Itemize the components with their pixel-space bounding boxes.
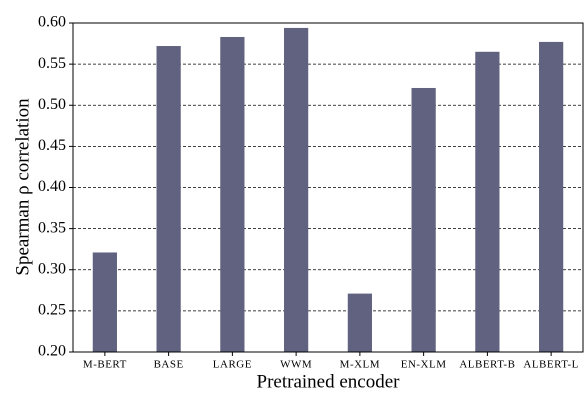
bar	[411, 87, 436, 352]
plot-frame	[72, 22, 584, 353]
y-tick-label: 0.55	[38, 55, 66, 72]
bar	[92, 252, 117, 352]
x-tick-label: M-XLM	[340, 359, 380, 371]
y-tick-label: 0.20	[38, 343, 66, 360]
x-tick-label: EN-XLM	[401, 359, 447, 371]
y-tick-label: 0.40	[38, 178, 66, 195]
x-axis-label: Pretrained encoder	[257, 371, 401, 392]
y-tick-label: 0.45	[38, 137, 66, 154]
bar	[475, 51, 500, 352]
y-axis-label: Spearman ρ correlation	[12, 98, 33, 276]
bar	[220, 36, 245, 353]
y-tick-label: 0.30	[38, 260, 66, 277]
bar	[347, 293, 372, 352]
y-tick-label: 0.35	[38, 219, 66, 236]
y-tick-label: 0.50	[38, 96, 66, 113]
bar	[156, 46, 181, 352]
bar	[539, 41, 564, 352]
bar	[284, 27, 309, 353]
x-tick-label: WWM	[280, 359, 312, 371]
y-tick-label: 0.25	[38, 302, 66, 319]
x-tick-label: M-BERT	[83, 359, 127, 371]
x-tick-label: ALBERT-B	[459, 359, 515, 371]
x-tick-label: ALBERT-L	[523, 359, 579, 371]
x-tick-label: BASE	[154, 359, 184, 371]
y-tick-label: 0.60	[38, 14, 66, 31]
x-tick-label: LARGE	[213, 359, 252, 371]
